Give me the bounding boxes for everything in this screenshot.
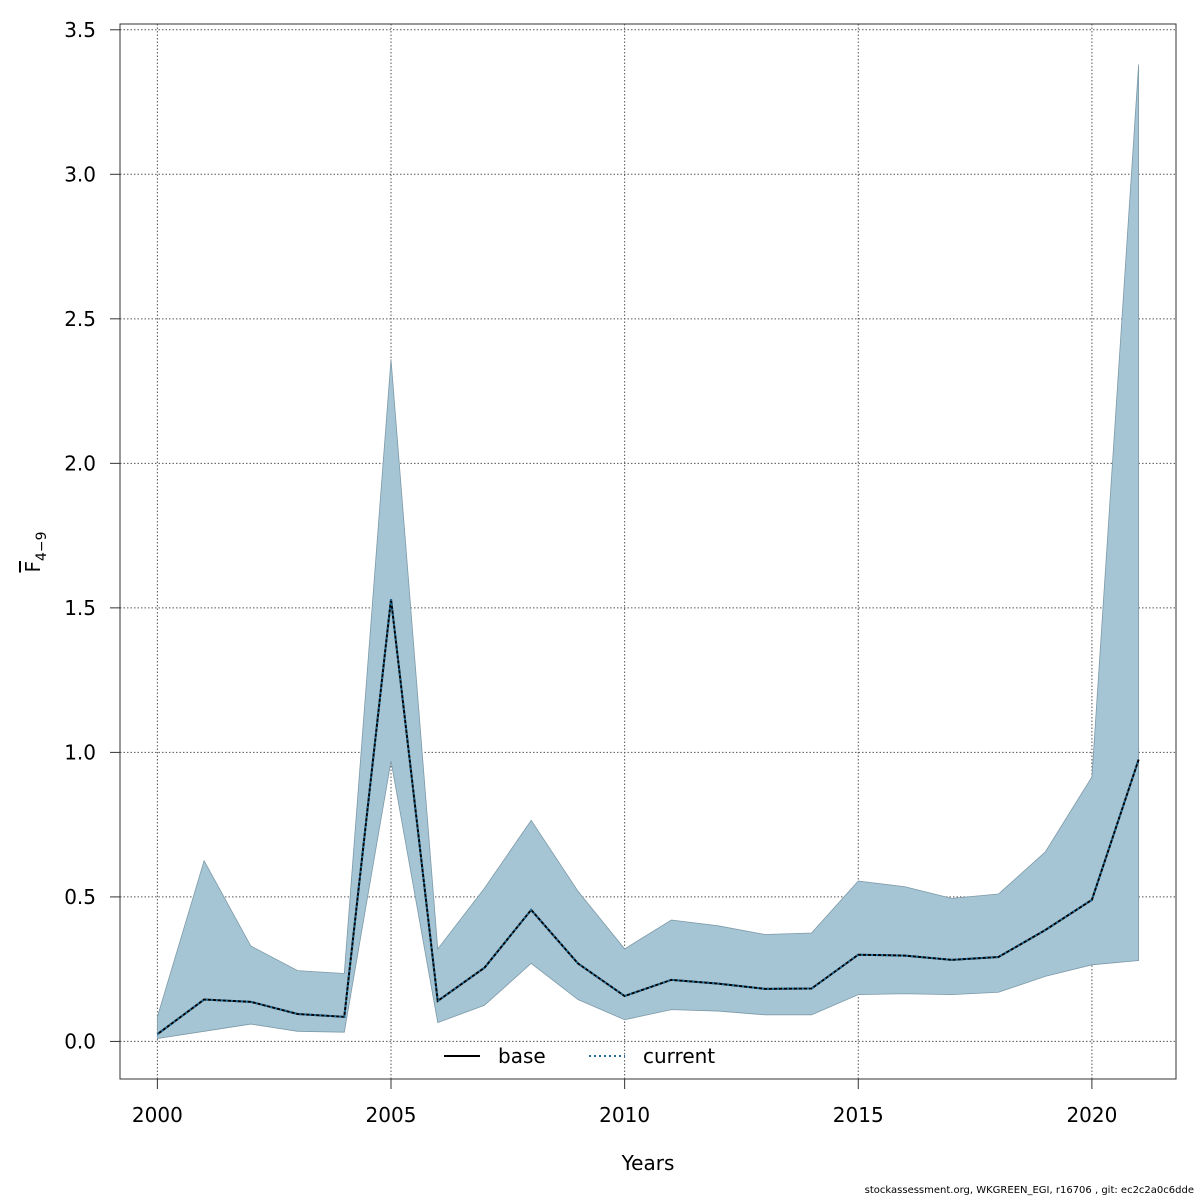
y-tick-label: 1.5: [64, 596, 96, 620]
series-lines: [156, 599, 1140, 1036]
legend: base current: [444, 1044, 715, 1068]
y-tick-label: 3.5: [64, 18, 96, 42]
y-axis-title-main: F: [21, 561, 45, 573]
series-line-current: [156, 599, 1140, 1036]
x-tick-label: 2010: [599, 1103, 650, 1127]
svg-text:F4−9: F4−9: [21, 531, 50, 572]
y-tick-label: 3.0: [64, 162, 96, 186]
y-tick-label: 0.5: [64, 885, 96, 909]
y-tick-label: 2.5: [64, 307, 96, 331]
x-tick-label: 2000: [132, 1103, 183, 1127]
y-axis-title-subscript: 4−9: [34, 531, 50, 561]
x-axis-title: Years: [621, 1151, 675, 1175]
confidence-band-area: [156, 64, 1140, 1039]
confidence-band: [156, 64, 1140, 1039]
y-tick-label: 1.0: [64, 740, 96, 764]
legend-label-base: base: [498, 1044, 546, 1068]
y-axis-title: F4−9: [21, 531, 50, 572]
x-tick-label: 2020: [1066, 1103, 1117, 1127]
legend-label-current: current: [643, 1044, 715, 1068]
y-tick-label: 0.0: [64, 1029, 96, 1053]
x-axis: 2000 2005 2010 2015 2020: [132, 1078, 1117, 1127]
x-tick-label: 2005: [366, 1103, 417, 1127]
footer-credit: stockassessment.org, WKGREEN_EGI, r16706…: [864, 1185, 1194, 1196]
x-tick-label: 2015: [833, 1103, 884, 1127]
y-axis: 0.0 0.5 1.0 1.5 2.0 2.5 3.0 3.5: [64, 18, 121, 1053]
y-tick-label: 2.0: [64, 451, 96, 475]
